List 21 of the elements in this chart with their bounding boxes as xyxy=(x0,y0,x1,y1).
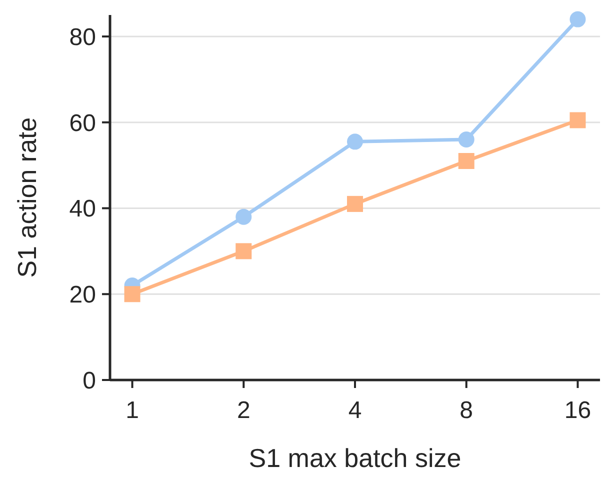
y-tick-label: 0 xyxy=(82,367,96,394)
y-axis-title: S1 action rate xyxy=(12,117,42,278)
y-tick-label: 20 xyxy=(69,282,96,309)
point xyxy=(347,134,363,150)
point xyxy=(570,11,586,28)
y-tick-label: 60 xyxy=(69,110,96,137)
x-tick-label: 4 xyxy=(348,397,362,424)
y-tick-label: 80 xyxy=(69,24,96,51)
point xyxy=(347,196,363,212)
x-tick-label: 16 xyxy=(564,397,592,424)
x-tick-label: 2 xyxy=(236,397,250,424)
x-tick-label: 8 xyxy=(460,397,474,424)
point xyxy=(124,286,140,302)
point xyxy=(236,208,252,225)
point xyxy=(458,132,474,148)
x-axis-title: S1 max batch size xyxy=(248,443,462,473)
y-tick-label: 40 xyxy=(69,196,96,223)
point xyxy=(236,243,252,260)
point xyxy=(570,112,586,128)
point xyxy=(458,153,474,169)
x-tick-label: 1 xyxy=(126,397,139,424)
